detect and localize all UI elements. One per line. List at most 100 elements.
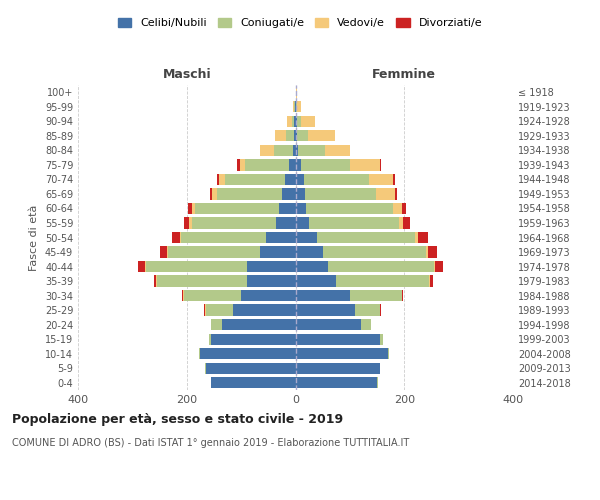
Bar xyxy=(284,174,296,185)
Bar xyxy=(369,174,394,185)
Bar xyxy=(233,304,296,316)
Bar xyxy=(211,377,296,388)
Bar xyxy=(434,261,435,272)
Bar xyxy=(296,334,380,345)
Bar xyxy=(380,334,383,345)
Bar xyxy=(279,203,296,214)
Bar xyxy=(296,232,317,243)
Bar xyxy=(192,218,277,228)
Bar xyxy=(211,334,296,345)
Bar xyxy=(190,218,192,228)
Bar xyxy=(245,159,289,170)
Bar xyxy=(296,130,297,141)
Bar xyxy=(336,276,429,286)
Bar xyxy=(266,232,296,243)
Bar xyxy=(296,261,328,272)
Bar xyxy=(296,86,297,98)
Bar xyxy=(274,144,293,156)
Bar xyxy=(325,144,350,156)
Bar xyxy=(296,377,377,388)
Bar xyxy=(240,159,245,170)
Bar xyxy=(167,246,168,258)
Bar xyxy=(304,174,369,185)
Bar xyxy=(296,319,361,330)
Bar xyxy=(184,290,241,302)
Bar xyxy=(289,159,296,170)
Bar xyxy=(296,144,298,156)
Bar xyxy=(296,159,301,170)
Bar xyxy=(328,261,434,272)
Bar xyxy=(429,276,430,286)
Bar xyxy=(301,116,314,127)
Bar xyxy=(199,348,200,360)
Text: Maschi: Maschi xyxy=(163,68,211,80)
Bar xyxy=(305,188,376,200)
Bar xyxy=(217,188,282,200)
Bar xyxy=(247,261,296,272)
Bar xyxy=(293,101,295,112)
Bar xyxy=(188,203,192,214)
Bar xyxy=(192,203,195,214)
Bar xyxy=(179,232,181,243)
Bar xyxy=(293,144,296,156)
Bar xyxy=(415,232,418,243)
Bar xyxy=(403,218,410,228)
Bar xyxy=(323,246,426,258)
Bar xyxy=(184,218,190,228)
Bar xyxy=(260,144,274,156)
Bar xyxy=(401,203,406,214)
Bar xyxy=(430,276,433,286)
Bar xyxy=(309,218,399,228)
Bar xyxy=(181,232,266,243)
Bar xyxy=(212,188,217,200)
Bar xyxy=(297,101,301,112)
Bar xyxy=(260,246,296,258)
Bar xyxy=(418,232,428,243)
Bar xyxy=(394,203,401,214)
Bar xyxy=(294,130,296,141)
Bar xyxy=(206,304,233,316)
Bar xyxy=(296,276,336,286)
Bar xyxy=(297,130,308,141)
Bar xyxy=(350,159,380,170)
Bar xyxy=(361,319,371,330)
Bar xyxy=(380,159,381,170)
Bar xyxy=(295,116,296,127)
Bar xyxy=(298,144,325,156)
Bar xyxy=(209,188,212,200)
Bar xyxy=(247,276,296,286)
Bar xyxy=(200,348,296,360)
Bar xyxy=(426,246,428,258)
Bar xyxy=(225,174,284,185)
Bar xyxy=(350,290,401,302)
Bar xyxy=(172,232,179,243)
Bar xyxy=(277,218,296,228)
Bar xyxy=(296,304,355,316)
Bar xyxy=(308,130,335,141)
Bar xyxy=(222,319,296,330)
Bar xyxy=(395,188,397,200)
Bar xyxy=(292,116,295,127)
Bar xyxy=(209,334,211,345)
Bar xyxy=(182,290,184,302)
Bar xyxy=(376,188,395,200)
Bar xyxy=(157,276,247,286)
Bar xyxy=(317,232,415,243)
Text: COMUNE DI ADRO (BS) - Dati ISTAT 1° gennaio 2019 - Elaborazione TUTTITALIA.IT: COMUNE DI ADRO (BS) - Dati ISTAT 1° genn… xyxy=(12,438,409,448)
Bar xyxy=(275,130,286,141)
Bar xyxy=(211,319,222,330)
Bar xyxy=(220,174,225,185)
Bar xyxy=(307,203,394,214)
Bar xyxy=(195,203,279,214)
Bar xyxy=(296,218,309,228)
Bar xyxy=(296,290,350,302)
Bar xyxy=(287,116,292,127)
Bar xyxy=(139,261,145,272)
Bar xyxy=(168,246,260,258)
Bar xyxy=(296,203,307,214)
Text: Popolazione per età, sesso e stato civile - 2019: Popolazione per età, sesso e stato civil… xyxy=(12,412,343,426)
Bar xyxy=(146,261,247,272)
Bar xyxy=(205,362,206,374)
Bar xyxy=(296,348,388,360)
Bar xyxy=(355,304,380,316)
